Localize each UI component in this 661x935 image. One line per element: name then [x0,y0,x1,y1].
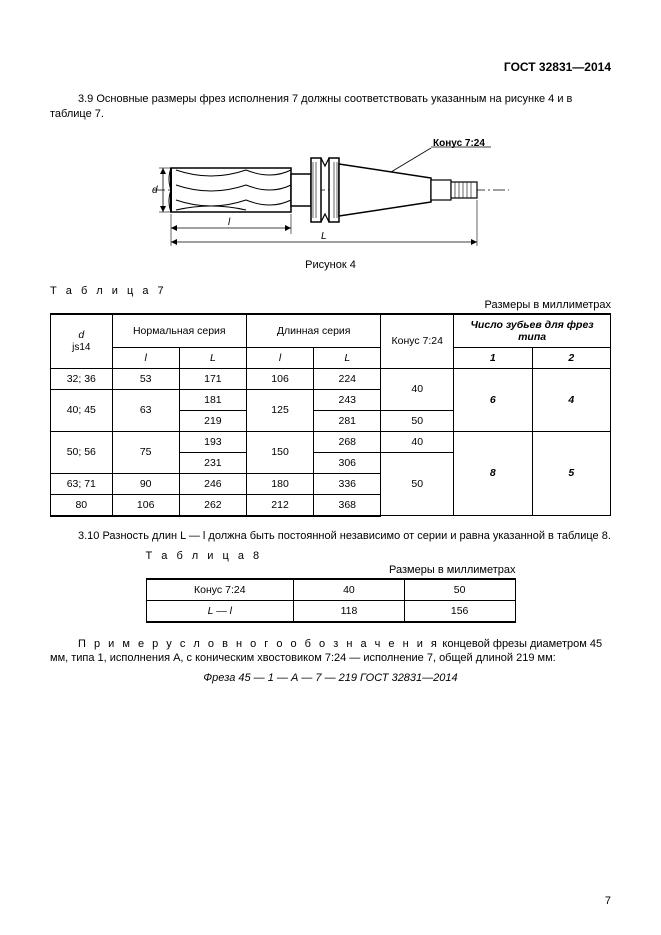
t8-v-50: 156 [404,600,515,622]
dim-d: d [152,185,158,196]
t7-h-ll: l [246,347,313,368]
table-7: d js14 Нормальная серия Длинная серия Ко… [50,313,611,517]
doc-header: ГОСТ 32831—2014 [50,60,611,74]
figure-caption: Рисунок 4 [50,259,611,271]
para-3-10: 3.10 Разность длин L — l должна быть пос… [50,529,611,544]
t7-cell: 53 [112,368,179,389]
t7-cell: 50 [381,410,454,431]
dim-l: l [228,217,231,228]
para-3-9: 3.9 Основные размеры фрез исполнения 7 д… [50,92,611,122]
t7-cell: 125 [246,389,313,431]
t7-cell: 246 [179,473,246,494]
t7-cell: 219 [179,410,246,431]
figure-4: Конус 7:24 d l L [50,130,611,253]
mill-drawing-icon: Конус 7:24 d l L [151,130,511,250]
t7-cell: 231 [179,452,246,473]
t7-cell: 4 [532,368,610,431]
t7-h-long: Длинная серия [246,314,380,348]
t7-h-teeth: Число зубьев для фрез типа [454,314,611,348]
t7-cell: 268 [314,431,381,452]
t7-cell: 281 [314,410,381,431]
t7-cell: 106 [246,368,313,389]
t7-cell: 40 [381,368,454,410]
t7-cell: 90 [112,473,179,494]
t8-v-40: 118 [294,600,405,622]
page: ГОСТ 32831—2014 3.9 Основные размеры фре… [0,0,661,935]
t7-cell: 40; 45 [51,389,113,431]
t7-cell: 150 [246,431,313,473]
t7-cell: 80 [51,494,113,516]
t7-h-dsub: js14 [72,341,90,353]
t7-cell: 32; 36 [51,368,113,389]
t7-cell: 212 [246,494,313,516]
t7-cell: 63; 71 [51,473,113,494]
t7-h-t1: 1 [454,347,532,368]
t7-cell: 262 [179,494,246,516]
table8-units: Размеры в миллиметрах [146,564,516,576]
t7-cell: 243 [314,389,381,410]
t7-h-nl: l [112,347,179,368]
t7-cell: 306 [314,452,381,473]
table7-units: Размеры в миллиметрах [50,299,611,311]
t7-h-normal: Нормальная серия [112,314,246,348]
t7-cell: 193 [179,431,246,452]
table7-label: Т а б л и ц а 7 [50,285,611,297]
t8-h-taper: Конус 7:24 [146,579,294,601]
table-8: Конус 7:24 40 50 L — l 118 156 [146,578,516,623]
t8-h-40: 40 [294,579,405,601]
t7-cell: 6 [454,368,532,431]
t7-h-d: d [78,329,84,341]
example-intro-spaced: П р и м е р у с л о в н о г о о б о з н … [78,638,439,650]
t7-cell: 50 [381,452,454,516]
example-designation: Фреза 45 — 1 — А — 7 — 219 ГОСТ 32831—20… [50,672,611,684]
t7-cell: 8 [454,431,532,516]
t7-cell: 336 [314,473,381,494]
t7-cell: 180 [246,473,313,494]
t7-h-nL: L [179,347,246,368]
t7-cell: 224 [314,368,381,389]
t7-cell: 368 [314,494,381,516]
t7-cell: 40 [381,431,454,452]
t7-cell: 106 [112,494,179,516]
t8-h-50: 50 [404,579,515,601]
t7-cell: 63 [112,389,179,431]
t7-cell: 171 [179,368,246,389]
t8-row-label: L — l [146,600,294,622]
example-intro: П р и м е р у с л о в н о г о о б о з н … [50,637,611,667]
t7-cell: 5 [532,431,610,516]
t7-cell: 181 [179,389,246,410]
t7-cell: 75 [112,431,179,473]
table8-label: Т а б л и ц а 8 [146,550,516,562]
dim-L-big: L [321,231,327,242]
t7-h-lL: L [314,347,381,368]
t7-cell: 50; 56 [51,431,113,473]
t7-h-taper: Конус 7:24 [381,314,454,369]
page-number: 7 [605,895,611,907]
t7-h-t2: 2 [532,347,610,368]
